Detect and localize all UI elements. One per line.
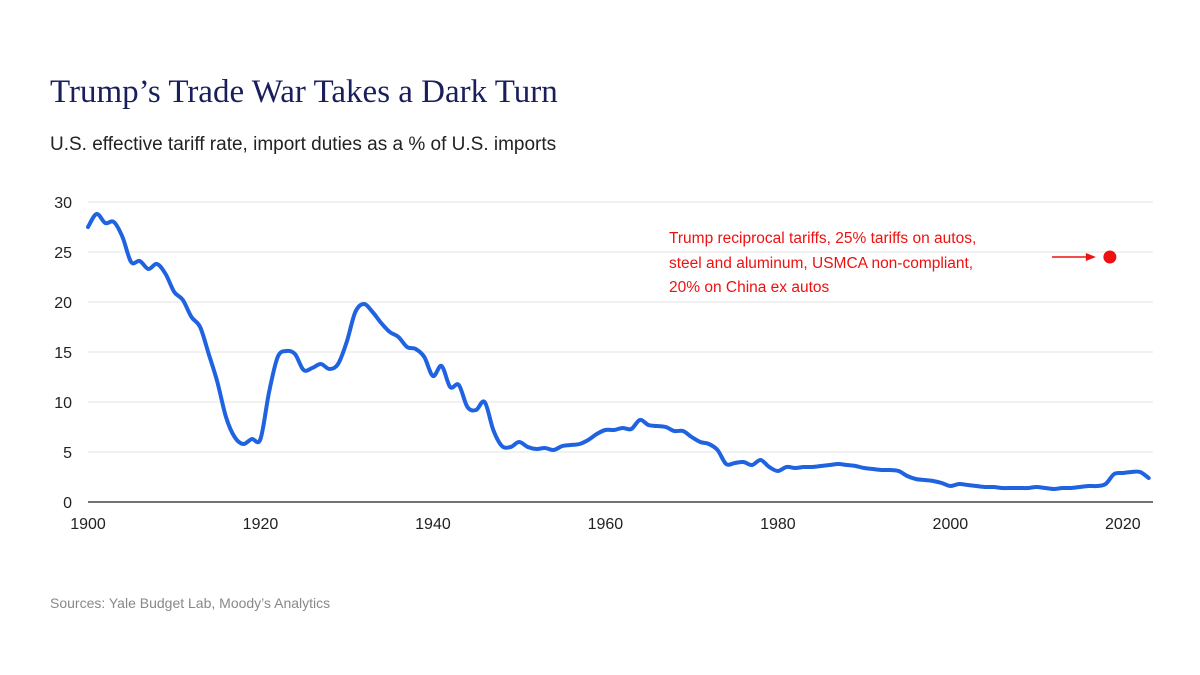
source-note: Sources: Yale Budget Lab, Moody’s Analyt…: [50, 595, 331, 611]
y-tick-label-5: 5: [63, 445, 72, 462]
series-line-effective-tariff-rate: [86, 212, 1151, 491]
x-tick-label-2020: 2020: [1105, 516, 1141, 533]
x-tick-label-1900: 1900: [70, 516, 106, 533]
y-tick-label-0: 0: [63, 495, 72, 512]
annotation-point: [1103, 250, 1117, 264]
y-tick-label-30: 30: [54, 195, 72, 212]
y-tick-label-15: 15: [54, 345, 72, 362]
chart-subtitle: U.S. effective tariff rate, import dutie…: [50, 134, 557, 155]
annotation-text-line-3: 20% on China ex autos: [669, 279, 830, 296]
chart-title: Trump’s Trade War Takes a Dark Turn: [50, 74, 558, 110]
x-axis-ticks: 1900 1920 1940 1960 1980 2000 2020: [70, 516, 1141, 533]
x-tick-label-1980: 1980: [760, 516, 796, 533]
x-tick-label-1960: 1960: [588, 516, 624, 533]
annotation-text-line-1: Trump reciprocal tariffs, 25% tariffs on…: [669, 230, 976, 247]
y-tick-label-25: 25: [54, 245, 72, 262]
annotation-text-line-2: steel and aluminum, USMCA non-compliant,: [669, 255, 973, 272]
y-tick-label-20: 20: [54, 295, 72, 312]
y-axis-ticks: 0 5 10 15 20 25 30: [54, 195, 72, 512]
x-tick-label-1940: 1940: [415, 516, 451, 533]
gridlines: [88, 201, 1153, 453]
x-tick-label-1920: 1920: [243, 516, 279, 533]
annotation: Trump reciprocal tariffs, 25% tariffs on…: [669, 230, 1117, 296]
series-layer: [86, 212, 1151, 491]
annotation-arrowhead-icon: [1085, 253, 1096, 261]
y-tick-label-10: 10: [54, 395, 72, 412]
x-tick-label-2000: 2000: [933, 516, 969, 533]
